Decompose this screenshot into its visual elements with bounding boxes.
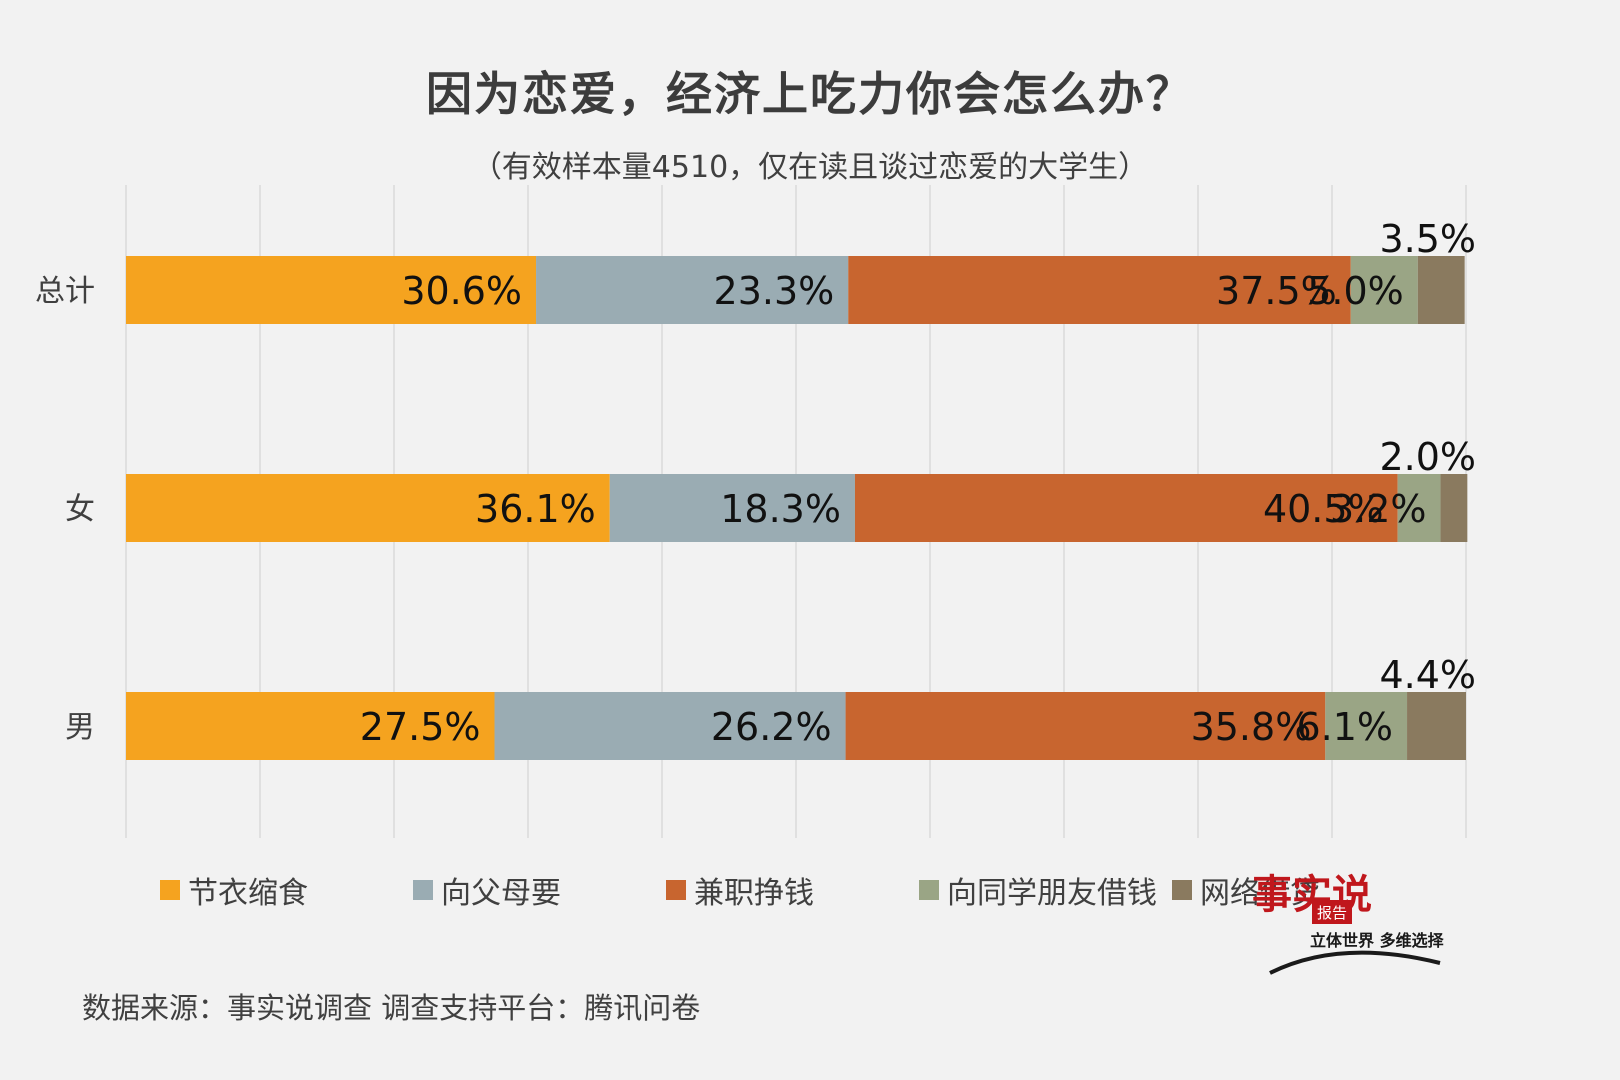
source-note: 数据来源：事实说调查 调查支持平台：腾讯问卷 — [82, 991, 701, 1025]
data-label: 2.0% — [1379, 435, 1476, 479]
category-label: 总计 — [35, 274, 95, 309]
legend-swatch — [666, 880, 686, 900]
legend-item: 向同学朋友借钱 — [919, 868, 1172, 912]
logo-badge: 报告 — [1317, 904, 1347, 922]
logo-slogan: 立体世界 多维选择 — [1310, 931, 1445, 950]
legend-swatch — [1172, 880, 1192, 900]
data-label: 5.0% — [1307, 269, 1404, 313]
legend-label: 节衣缩食 — [188, 876, 308, 911]
chart-title: 因为恋爱，经济上吃力你会怎么办？ — [426, 67, 1194, 121]
legend-swatch — [413, 880, 433, 900]
data-label: 37.5% — [1216, 269, 1337, 313]
legend-item: 向父母要 — [413, 868, 666, 912]
bar-segment — [1397, 474, 1441, 542]
data-label: 27.5% — [360, 705, 481, 749]
bar-segment — [1417, 256, 1465, 324]
bars — [126, 256, 1468, 760]
legend: 节衣缩食 向父母要 兼职挣钱 向同学朋友借钱 网络借贷 — [160, 868, 1425, 912]
bar-segment — [536, 256, 849, 324]
legend-item: 网络借贷 — [1172, 868, 1425, 912]
legend-label: 向同学朋友借钱 — [947, 876, 1157, 911]
data-label: 40.5% — [1263, 487, 1384, 531]
data-label: 26.2% — [711, 705, 832, 749]
bar-segment — [494, 692, 846, 760]
category-label: 男 — [65, 710, 95, 745]
bar-segment — [845, 692, 1326, 760]
bar-segment — [1325, 692, 1408, 760]
data-labels: 30.6% 23.3% 37.5%5.0% 3.5% 36.1% 18.3% 40.5%3.… — [360, 217, 1476, 749]
data-label: 3.5% — [1379, 217, 1476, 261]
bar-segment — [126, 692, 495, 760]
bar-segment — [854, 474, 1398, 542]
legend-swatch — [160, 880, 180, 900]
data-label: 35.8% — [1191, 705, 1312, 749]
bar-segment — [126, 474, 610, 542]
bar-segment — [609, 474, 855, 542]
legend-label: 兼职挣钱 — [694, 876, 814, 911]
data-label: 4.4% — [1379, 653, 1476, 697]
bar-segment — [1350, 256, 1418, 324]
category-label: 女 — [65, 492, 95, 527]
data-label: 3.2% — [1330, 487, 1427, 531]
data-label: 23.3% — [714, 269, 835, 313]
legend-item: 兼职挣钱 — [666, 868, 919, 912]
data-label: 18.3% — [720, 487, 841, 531]
data-label: 6.1% — [1296, 705, 1393, 749]
chart-subtitle: （有效样本量4510，仅在读且谈过恋爱的大学生） — [471, 150, 1149, 185]
data-label: 36.1% — [475, 487, 596, 531]
legend-label: 网络借贷 — [1200, 876, 1320, 911]
legend-item: 节衣缩食 — [160, 868, 413, 912]
bar-segment — [126, 256, 537, 324]
legend-label: 向父母要 — [441, 876, 561, 911]
brand-logo: 事实说 报告 立体世界 多维选择 — [1250, 868, 1480, 988]
bar-segment — [1407, 692, 1466, 760]
legend-swatch — [919, 880, 939, 900]
bar-segment — [1440, 474, 1468, 542]
bar-segment — [848, 256, 1351, 324]
data-label: 30.6% — [401, 269, 522, 313]
